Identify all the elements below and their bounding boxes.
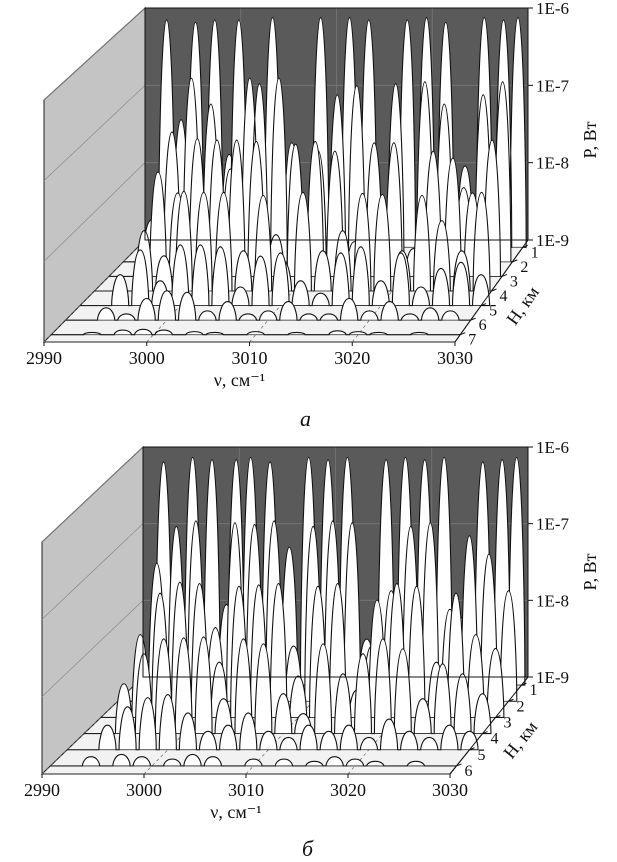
depth-tick <box>491 288 497 292</box>
depth-tick-label: 5 <box>478 747 486 764</box>
depth-tick <box>482 731 488 735</box>
panel-label-b: б <box>302 836 314 861</box>
depth-tick-label: 1 <box>531 244 539 261</box>
depth-tick <box>501 273 508 277</box>
spectrum-fill <box>65 290 471 321</box>
chart-panel-b: 1E-6 1E-7 1E-8 1E-9 P, Вт 2990 3000 3010 3020 303… <box>0 432 617 862</box>
y-tick-label: 1E-7 <box>536 76 570 95</box>
spectrum-slice-H6 <box>65 290 471 321</box>
depth-tick <box>522 244 528 248</box>
depth-tick <box>512 259 518 263</box>
depth-tick-label: 7 <box>468 332 476 349</box>
depth-tick <box>456 763 462 767</box>
y-tick-label: 1E-9 <box>536 668 569 687</box>
depth-tick-label: 4 <box>491 731 499 748</box>
y-tick-label: 1E-7 <box>536 515 570 534</box>
depth-tick <box>521 682 527 686</box>
y-axis-label: P, Вт <box>580 553 600 590</box>
side-wall-gridline <box>43 7 146 101</box>
panel-label-a: а <box>300 406 311 431</box>
depth-tick-label: 5 <box>489 303 497 320</box>
chart-a-svg: 1E-6 1E-7 1E-8 1E-9 P, Вт 2990 3000 3010 3020 303… <box>26 0 600 390</box>
spectrum-slice-H6 <box>50 753 457 767</box>
depth-tick <box>480 303 487 307</box>
y-tick-label: 1E-8 <box>536 154 569 173</box>
depth-tick-label: 3 <box>510 273 518 290</box>
y-axis-label: P, Вт <box>580 121 600 158</box>
y-tick-label: 1E-6 <box>536 438 569 457</box>
x-tick-label: 3020 <box>330 780 366 800</box>
chart-panel-a: 1E-6 1E-7 1E-8 1E-9 P, Вт 2990 3000 3010 3020 303… <box>26 0 600 431</box>
x-tick-label: 3020 <box>334 348 370 368</box>
x-tick-label: 3010 <box>228 780 264 800</box>
x-tick-label: 2990 <box>26 348 62 368</box>
back-wall-frame <box>142 446 529 678</box>
x-tick-label: 3030 <box>437 348 473 368</box>
spectrum-slice-H7 <box>51 328 461 336</box>
x-tick-label: 2990 <box>24 780 60 800</box>
side-wall-gridline <box>41 523 144 620</box>
depth-tick-label: 2 <box>520 259 528 276</box>
x-axis-label: ν, см⁻¹ <box>214 370 265 390</box>
depth-tick-label: 2 <box>517 698 525 715</box>
depth-tick <box>469 747 475 751</box>
x-tick-label: 3000 <box>129 348 165 368</box>
spectrum-fill <box>84 636 491 734</box>
spectrum-slice-H5 <box>67 693 479 751</box>
side-wall-gridline <box>43 85 146 181</box>
spectrum-line <box>80 244 491 307</box>
depth-tick-label: 4 <box>500 288 508 305</box>
side-wall-gridline <box>41 600 144 697</box>
x-axis-label: ν, см⁻¹ <box>210 802 261 822</box>
depth-tick-label: 6 <box>479 317 487 334</box>
depth-tick <box>470 317 476 321</box>
side-wall-gridline <box>41 446 144 543</box>
spectrum-line <box>67 693 479 751</box>
x-tick-label: 3000 <box>126 780 162 800</box>
depth-tick <box>508 698 514 702</box>
x-tick-label: 3030 <box>432 780 468 800</box>
x-tick-label: 3010 <box>232 348 268 368</box>
y-tick-label: 1E-6 <box>536 0 569 18</box>
spectrum-fill <box>50 754 457 766</box>
spectrum-line <box>50 753 457 767</box>
depth-tick-label: 1 <box>530 682 538 699</box>
depth-tick <box>495 714 501 718</box>
back-wall-frame <box>144 7 529 241</box>
side-wall-gridline <box>43 162 146 262</box>
depth-axis-label: H, км <box>502 283 543 329</box>
depth-tick <box>460 332 466 336</box>
chart-b-svg: 1E-6 1E-7 1E-8 1E-9 P, Вт 2990 3000 3010 3020 303… <box>24 438 600 822</box>
depth-tick-label: 3 <box>504 714 512 731</box>
depth-axis <box>449 676 529 775</box>
spectrum-fill <box>67 694 479 750</box>
depth-tick-label: 6 <box>465 763 473 780</box>
y-tick-label: 1E-8 <box>536 591 569 610</box>
y-tick-label: 1E-9 <box>536 231 569 250</box>
